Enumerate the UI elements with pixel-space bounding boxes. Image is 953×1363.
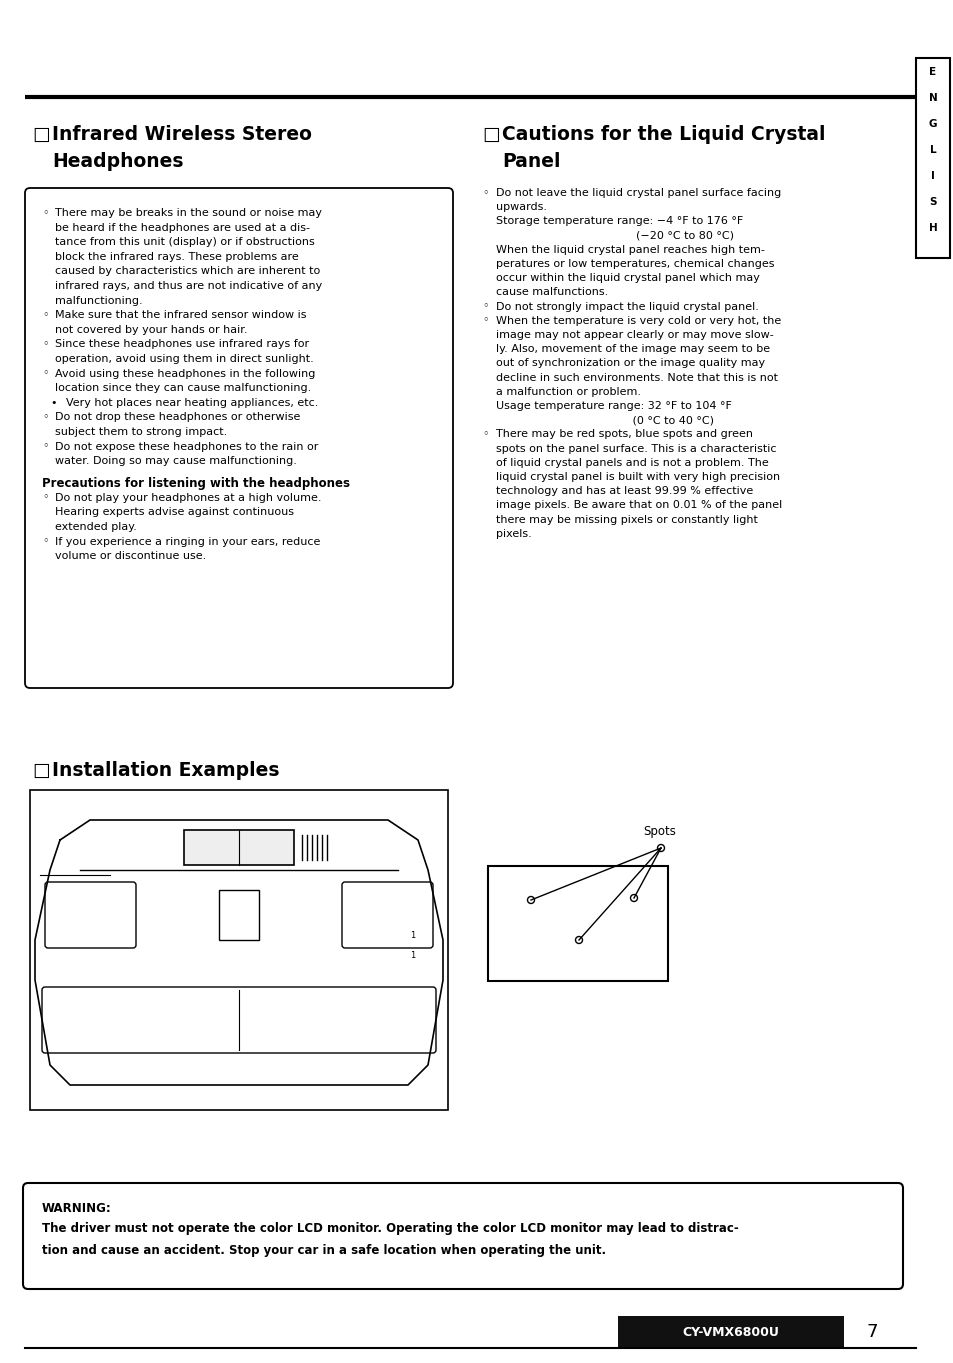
Text: tance from this unit (display) or if obstructions: tance from this unit (display) or if obs… (55, 237, 314, 247)
Text: There may be red spots, blue spots and green: There may be red spots, blue spots and g… (496, 429, 752, 439)
Text: Usage temperature range: 32 °F to 104 °F: Usage temperature range: 32 °F to 104 °F (496, 401, 731, 412)
Text: tion and cause an accident. Stop your car in a safe location when operating the : tion and cause an accident. Stop your ca… (42, 1244, 605, 1257)
Text: ◦: ◦ (42, 493, 49, 503)
Text: ◦: ◦ (42, 413, 49, 423)
Text: malfunctioning.: malfunctioning. (55, 296, 143, 305)
Text: Avoid using these headphones in the following: Avoid using these headphones in the foll… (55, 368, 315, 379)
Text: WARNING:: WARNING: (42, 1202, 112, 1214)
Text: extended play.: extended play. (55, 522, 136, 532)
Text: G: G (928, 119, 936, 129)
Text: peratures or low temperatures, chemical changes: peratures or low temperatures, chemical … (496, 259, 774, 269)
Text: a malfunction or problem.: a malfunction or problem. (496, 387, 640, 397)
Text: spots on the panel surface. This is a characteristic: spots on the panel surface. This is a ch… (496, 443, 776, 454)
Bar (219, 890, 258, 940)
Text: occur within the liquid crystal panel which may: occur within the liquid crystal panel wh… (496, 273, 760, 284)
Text: location since they can cause malfunctioning.: location since they can cause malfunctio… (55, 383, 311, 393)
Text: there may be missing pixels or constantly light: there may be missing pixels or constantl… (496, 515, 757, 525)
Text: ◦: ◦ (481, 188, 488, 198)
Text: Hearing experts advise against continuous: Hearing experts advise against continuou… (55, 507, 294, 518)
Text: liquid crystal panel is built with very high precision: liquid crystal panel is built with very … (496, 472, 780, 483)
Text: Make sure that the infrared sensor window is: Make sure that the infrared sensor windo… (55, 311, 306, 320)
Text: ◦: ◦ (42, 368, 49, 379)
FancyBboxPatch shape (42, 987, 436, 1054)
Text: Do not expose these headphones to the rain or: Do not expose these headphones to the ra… (55, 442, 318, 451)
Text: □: □ (481, 125, 499, 144)
Text: caused by characteristics which are inherent to: caused by characteristics which are inhe… (55, 266, 320, 277)
Text: □: □ (32, 761, 50, 780)
FancyBboxPatch shape (25, 188, 453, 688)
Text: cause malfunctions.: cause malfunctions. (496, 288, 608, 297)
Text: Very hot places near heating appliances, etc.: Very hot places near heating appliances,… (66, 398, 318, 408)
Text: There may be breaks in the sound or noise may: There may be breaks in the sound or nois… (55, 209, 322, 218)
Text: not covered by your hands or hair.: not covered by your hands or hair. (55, 324, 247, 335)
Text: operation, avoid using them in direct sunlight.: operation, avoid using them in direct su… (55, 354, 314, 364)
Text: block the infrared rays. These problems are: block the infrared rays. These problems … (55, 252, 298, 262)
Text: (0 °C to 40 °C): (0 °C to 40 °C) (496, 416, 713, 425)
Text: (−20 °C to 80 °C): (−20 °C to 80 °C) (496, 230, 733, 241)
Bar (915, 59, 949, 258)
Text: Storage temperature range: −4 °F to 176 °F: Storage temperature range: −4 °F to 176 … (496, 217, 742, 226)
Text: Cautions for the Liquid Crystal: Cautions for the Liquid Crystal (501, 125, 824, 144)
Text: E: E (928, 67, 936, 76)
Text: be heard if the headphones are used at a dis-: be heard if the headphones are used at a… (55, 222, 310, 233)
Text: ◦: ◦ (42, 537, 49, 547)
Text: infrared rays, and thus are not indicative of any: infrared rays, and thus are not indicati… (55, 281, 322, 290)
Text: Do not play your headphones at a high volume.: Do not play your headphones at a high vo… (55, 493, 321, 503)
Text: Do not drop these headphones or otherwise: Do not drop these headphones or otherwis… (55, 413, 300, 423)
Text: of liquid crystal panels and is not a problem. The: of liquid crystal panels and is not a pr… (496, 458, 768, 468)
Text: Installation Examples: Installation Examples (52, 761, 279, 780)
FancyBboxPatch shape (23, 1183, 902, 1289)
Text: volume or discontinue use.: volume or discontinue use. (55, 551, 206, 562)
Text: Infrared Wireless Stereo: Infrared Wireless Stereo (52, 125, 312, 144)
Bar (30, 791, 448, 1109)
Text: Do not strongly impact the liquid crystal panel.: Do not strongly impact the liquid crysta… (496, 301, 758, 312)
Text: image may not appear clearly or may move slow-: image may not appear clearly or may move… (496, 330, 773, 339)
Text: 1: 1 (410, 950, 416, 960)
Text: ◦: ◦ (42, 339, 49, 349)
Text: pixels.: pixels. (496, 529, 531, 538)
Text: ◦: ◦ (42, 311, 49, 320)
Text: ◦: ◦ (481, 316, 488, 326)
Text: H: H (927, 224, 937, 233)
Text: decline in such environments. Note that this is not: decline in such environments. Note that … (496, 372, 778, 383)
Text: Since these headphones use infrared rays for: Since these headphones use infrared rays… (55, 339, 309, 349)
Text: N: N (927, 93, 937, 104)
Text: out of synchronization or the image quality may: out of synchronization or the image qual… (496, 358, 764, 368)
Text: technology and has at least 99.99 % effective: technology and has at least 99.99 % effe… (496, 487, 753, 496)
Text: subject them to strong impact.: subject them to strong impact. (55, 427, 227, 438)
Text: •: • (50, 398, 56, 408)
Bar (488, 866, 667, 981)
Text: CY-VMX6800U: CY-VMX6800U (681, 1325, 779, 1338)
Text: ◦: ◦ (481, 301, 488, 312)
Text: Do not leave the liquid crystal panel surface facing: Do not leave the liquid crystal panel su… (496, 188, 781, 198)
Text: The driver must not operate the color LCD monitor. Operating the color LCD monit: The driver must not operate the color LC… (42, 1223, 738, 1235)
Text: S: S (928, 198, 936, 207)
Text: L: L (929, 144, 935, 155)
Text: If you experience a ringing in your ears, reduce: If you experience a ringing in your ears… (55, 537, 320, 547)
Text: When the temperature is very cold or very hot, the: When the temperature is very cold or ver… (496, 316, 781, 326)
Text: ◦: ◦ (42, 209, 49, 218)
Text: Headphones: Headphones (52, 153, 183, 170)
FancyBboxPatch shape (45, 882, 136, 949)
Text: When the liquid crystal panel reaches high tem-: When the liquid crystal panel reaches hi… (496, 245, 764, 255)
Text: water. Doing so may cause malfunctioning.: water. Doing so may cause malfunctioning… (55, 457, 296, 466)
FancyBboxPatch shape (341, 882, 433, 949)
Text: Precautions for listening with the headphones: Precautions for listening with the headp… (42, 477, 350, 489)
Text: upwards.: upwards. (496, 202, 546, 213)
Text: □: □ (32, 125, 50, 144)
Bar (618, 1317, 843, 1348)
Text: ◦: ◦ (481, 429, 488, 439)
Text: ◦: ◦ (42, 442, 49, 451)
Text: I: I (930, 170, 934, 181)
Text: Spots: Spots (643, 825, 676, 838)
Text: 1: 1 (410, 931, 416, 939)
Text: image pixels. Be aware that on 0.01 % of the panel: image pixels. Be aware that on 0.01 % of… (496, 500, 781, 510)
Text: 7: 7 (865, 1323, 877, 1341)
Text: Panel: Panel (501, 153, 560, 170)
Bar (184, 830, 294, 866)
Text: ly. Also, movement of the image may seem to be: ly. Also, movement of the image may seem… (496, 345, 769, 354)
